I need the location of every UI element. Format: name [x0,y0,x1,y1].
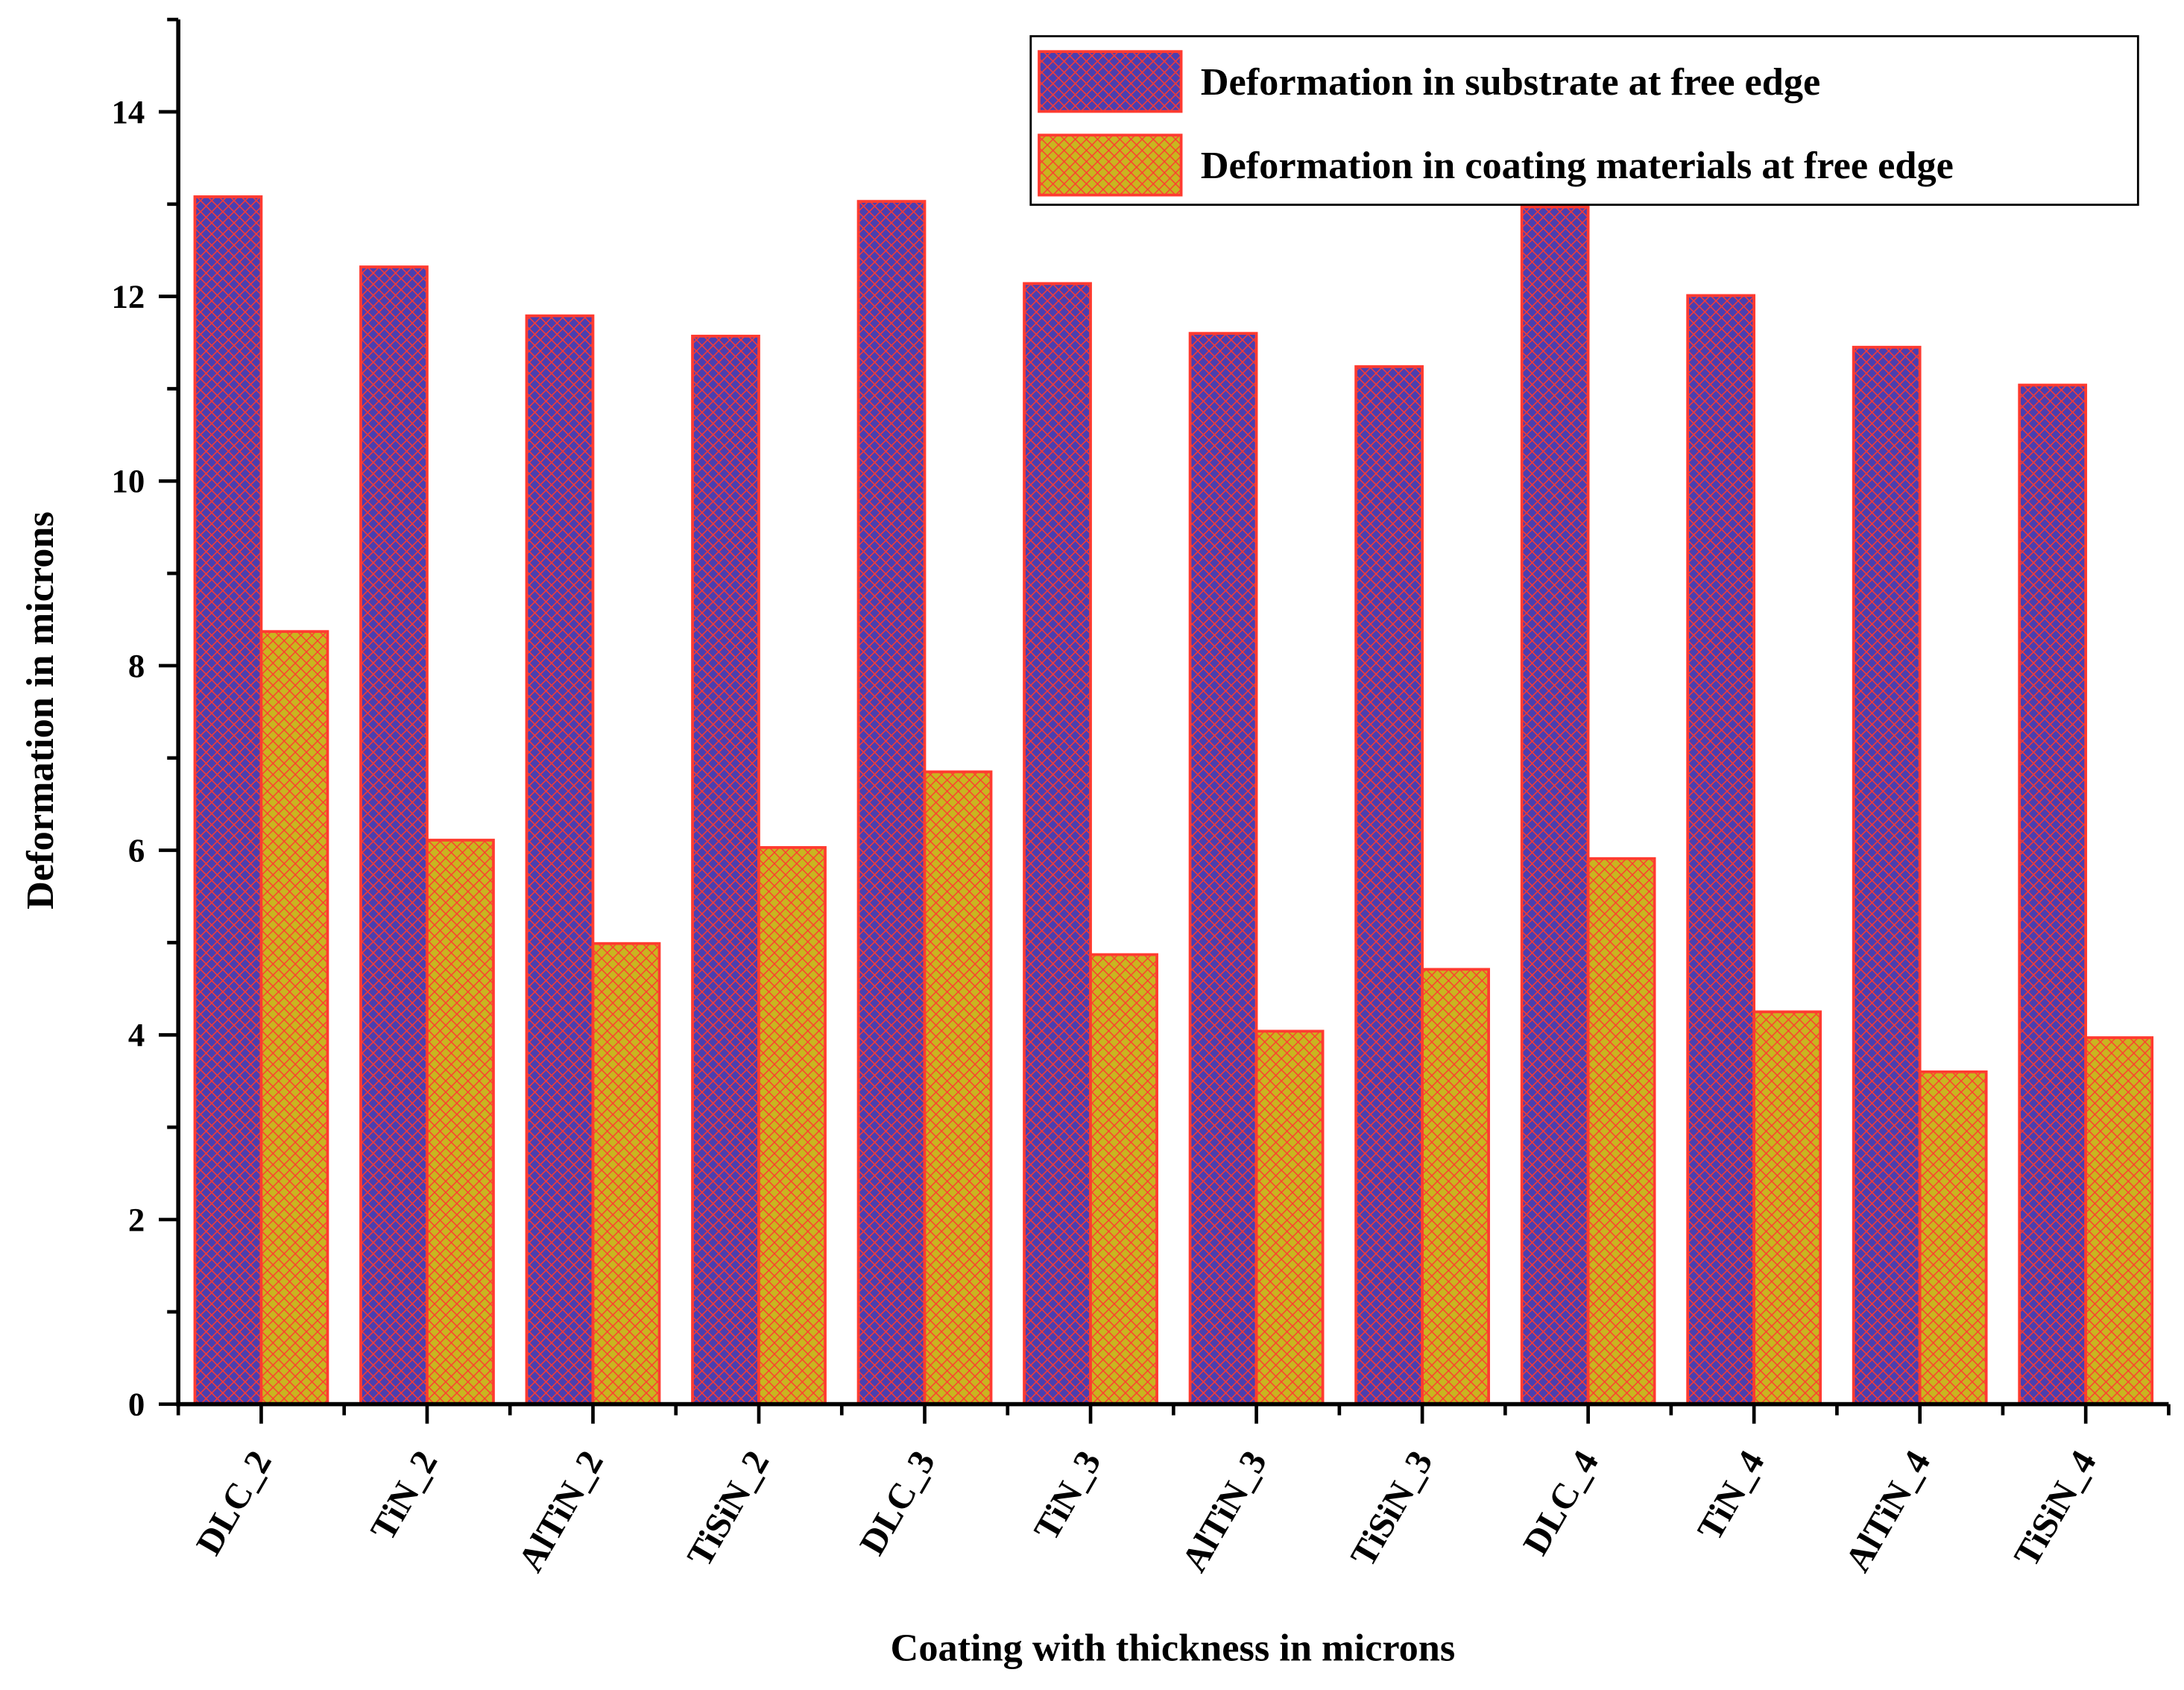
y-tick-label: 2 [128,1201,145,1238]
legend-label: Deformation in coating materials at free… [1201,144,1954,187]
legend-label: Deformation in substrate at free edge [1201,60,1820,104]
bar [1354,365,1424,1406]
bar [691,335,760,1406]
bar [2084,1036,2154,1406]
x-tick-label: DLC_3 [852,1444,943,1562]
x-tick-label: TiSiN_4 [2006,1444,2103,1574]
bar [525,314,595,1406]
bar [1752,1010,1822,1406]
x-tick-label: DLC_4 [1515,1444,1606,1562]
bar [856,200,927,1406]
bar [1586,857,1656,1406]
bar [923,770,993,1406]
bar [2018,383,2088,1406]
y-tick-label: 0 [128,1386,145,1423]
y-tick-label: 6 [128,832,145,869]
bar [1852,345,1922,1406]
x-axis-label: Coating with thickness in microns [891,1626,1456,1669]
x-tick-label: TiSiN_2 [679,1444,777,1574]
bar [591,942,661,1406]
legend-box [1029,35,2139,206]
bar [259,630,329,1406]
bar [359,265,429,1406]
bar [1023,282,1092,1406]
bar [1089,953,1158,1406]
bar [193,195,263,1406]
bar [1421,968,1490,1406]
bar [757,846,827,1406]
x-tick-label: TiN_3 [1026,1444,1108,1547]
y-tick-label: 10 [112,462,145,499]
bar [1918,1070,1988,1406]
y-tick-label: 12 [112,278,145,315]
y-tick-label: 4 [128,1016,145,1053]
legend-swatch [1038,133,1183,197]
x-tick-label: TiN_4 [1690,1444,1773,1547]
bar [1254,1030,1325,1406]
x-tick-label: DLC_2 [189,1444,280,1562]
y-tick-label: 8 [128,647,145,684]
y-axis-label: Deformation in microns [19,511,62,909]
bar [1686,294,1756,1406]
bar [1188,332,1258,1406]
bar [1520,205,1590,1406]
x-tick-label: TiN_2 [362,1444,445,1547]
x-tick-label: AlTiN_3 [1174,1444,1275,1579]
y-tick-label: 14 [112,93,145,130]
legend-swatch [1038,50,1183,113]
x-tick-label: AlTiN_4 [1837,1444,1938,1579]
x-tick-label: AlTiN_2 [511,1444,611,1579]
bar [426,839,495,1406]
x-tick-label: TiSiN_3 [1342,1444,1440,1574]
